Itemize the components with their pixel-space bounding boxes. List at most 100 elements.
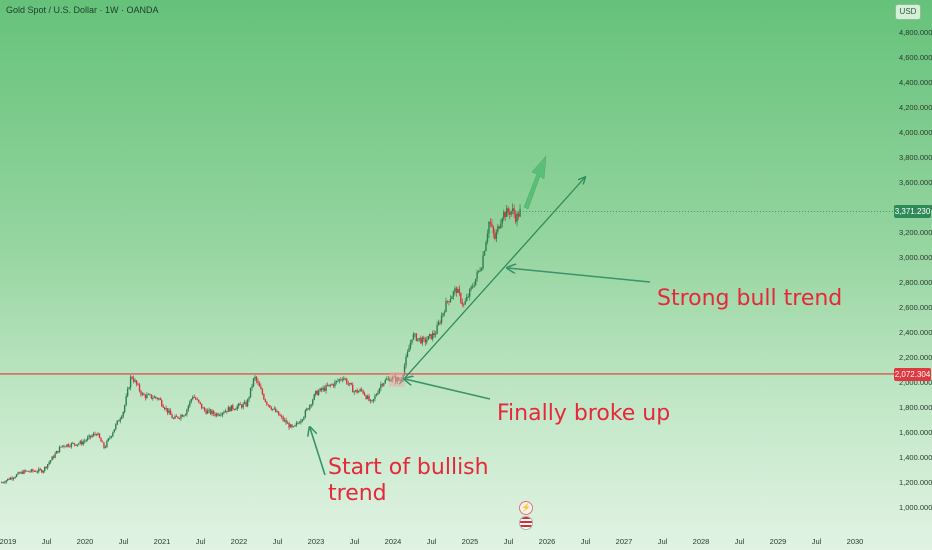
candle (232, 403, 234, 411)
candle (467, 293, 469, 298)
y-tick-label: 2,800.000 (899, 278, 932, 287)
candle (503, 209, 505, 221)
candle (384, 378, 386, 384)
candle (440, 312, 443, 325)
candle (313, 393, 315, 401)
symbol-title[interactable]: Gold Spot / U.S. Dollar · 1W · OANDA (6, 5, 159, 15)
candle (498, 225, 501, 230)
trendline[interactable] (398, 176, 586, 385)
x-tick-label: 2022 (230, 537, 248, 546)
x-tick-label: Jul (811, 537, 822, 546)
candle (356, 388, 358, 395)
candle (329, 383, 332, 388)
x-tick-label: 2021 (153, 537, 171, 546)
candle (436, 321, 438, 335)
projection-arrow[interactable] (523, 155, 547, 210)
candle (147, 393, 150, 396)
candle (480, 266, 483, 272)
candle (489, 218, 492, 228)
candle (346, 377, 348, 385)
y-tick-label: 4,800.000 (899, 28, 932, 37)
candle (295, 420, 298, 428)
candle (119, 416, 121, 424)
candle (12, 477, 15, 481)
candle (26, 470, 28, 472)
arrow-strong-bull[interactable] (508, 268, 651, 283)
candle (97, 432, 99, 436)
candle (168, 408, 170, 415)
candle (434, 331, 437, 338)
candle (272, 408, 274, 412)
annotation-bullish-start-line1[interactable]: Start of bullish (328, 455, 489, 480)
candle (174, 414, 176, 419)
x-tick-label: 2029 (769, 537, 787, 546)
y-tick-label: 3,200.000 (899, 228, 932, 237)
currency-badge[interactable]: USD (895, 4, 921, 20)
candle (288, 421, 290, 430)
x-tick-label: Jul (118, 537, 129, 546)
us-flag-event-icon[interactable] (519, 516, 533, 530)
candle (146, 392, 148, 400)
candle (118, 419, 120, 422)
arrow-broke-up[interactable] (405, 379, 491, 400)
candle (75, 444, 77, 447)
candle (135, 380, 138, 387)
candle (261, 387, 264, 396)
candle (406, 349, 409, 358)
candle (20, 471, 22, 475)
trendline-arrowhead (577, 175, 587, 185)
candle (474, 278, 477, 287)
candle (491, 219, 493, 228)
lightning-event-icon[interactable]: ⚡ (519, 501, 533, 515)
candle (51, 455, 53, 461)
y-tick-label: 4,000.000 (899, 128, 932, 137)
candle (372, 398, 375, 404)
candle (169, 408, 172, 415)
candle (2, 481, 4, 484)
candle (485, 240, 487, 252)
x-tick-label: 2024 (384, 537, 402, 546)
candle (178, 417, 181, 420)
candle (86, 435, 89, 442)
candle (158, 397, 160, 401)
candle (408, 344, 410, 352)
candle (414, 332, 416, 338)
candle (429, 333, 431, 339)
candle (492, 225, 495, 239)
candle (483, 250, 486, 257)
drawing-overlays (0, 155, 894, 476)
arrow-bullish-start[interactable] (310, 428, 326, 476)
candle (338, 378, 341, 384)
candle (100, 437, 102, 442)
candle (331, 383, 333, 386)
candle (326, 382, 329, 387)
candle (363, 391, 366, 396)
candle (433, 329, 435, 338)
candle (4, 480, 6, 484)
candle (63, 444, 65, 449)
annotation-strong-bull[interactable]: Strong bull trend (657, 286, 843, 311)
level-price-tag: 2,072.304 (894, 368, 931, 381)
annotation-broke-up[interactable]: Finally broke up (497, 401, 671, 426)
candle (500, 219, 502, 229)
candle (251, 383, 253, 391)
candle (360, 387, 363, 392)
x-tick-label: Jul (349, 537, 360, 546)
candle (162, 403, 164, 408)
candle (212, 409, 215, 417)
candle (11, 475, 13, 481)
candle (446, 300, 449, 304)
candle (344, 377, 347, 381)
candle (91, 434, 93, 439)
candle (477, 270, 480, 274)
candle (131, 375, 133, 380)
candle (195, 396, 197, 400)
candle (144, 393, 147, 401)
candle (45, 466, 47, 470)
annotation-bullish-start-line2[interactable]: trend (328, 481, 387, 506)
candle (507, 206, 509, 216)
candle (312, 398, 314, 407)
candle (73, 442, 76, 447)
candle (457, 287, 459, 294)
